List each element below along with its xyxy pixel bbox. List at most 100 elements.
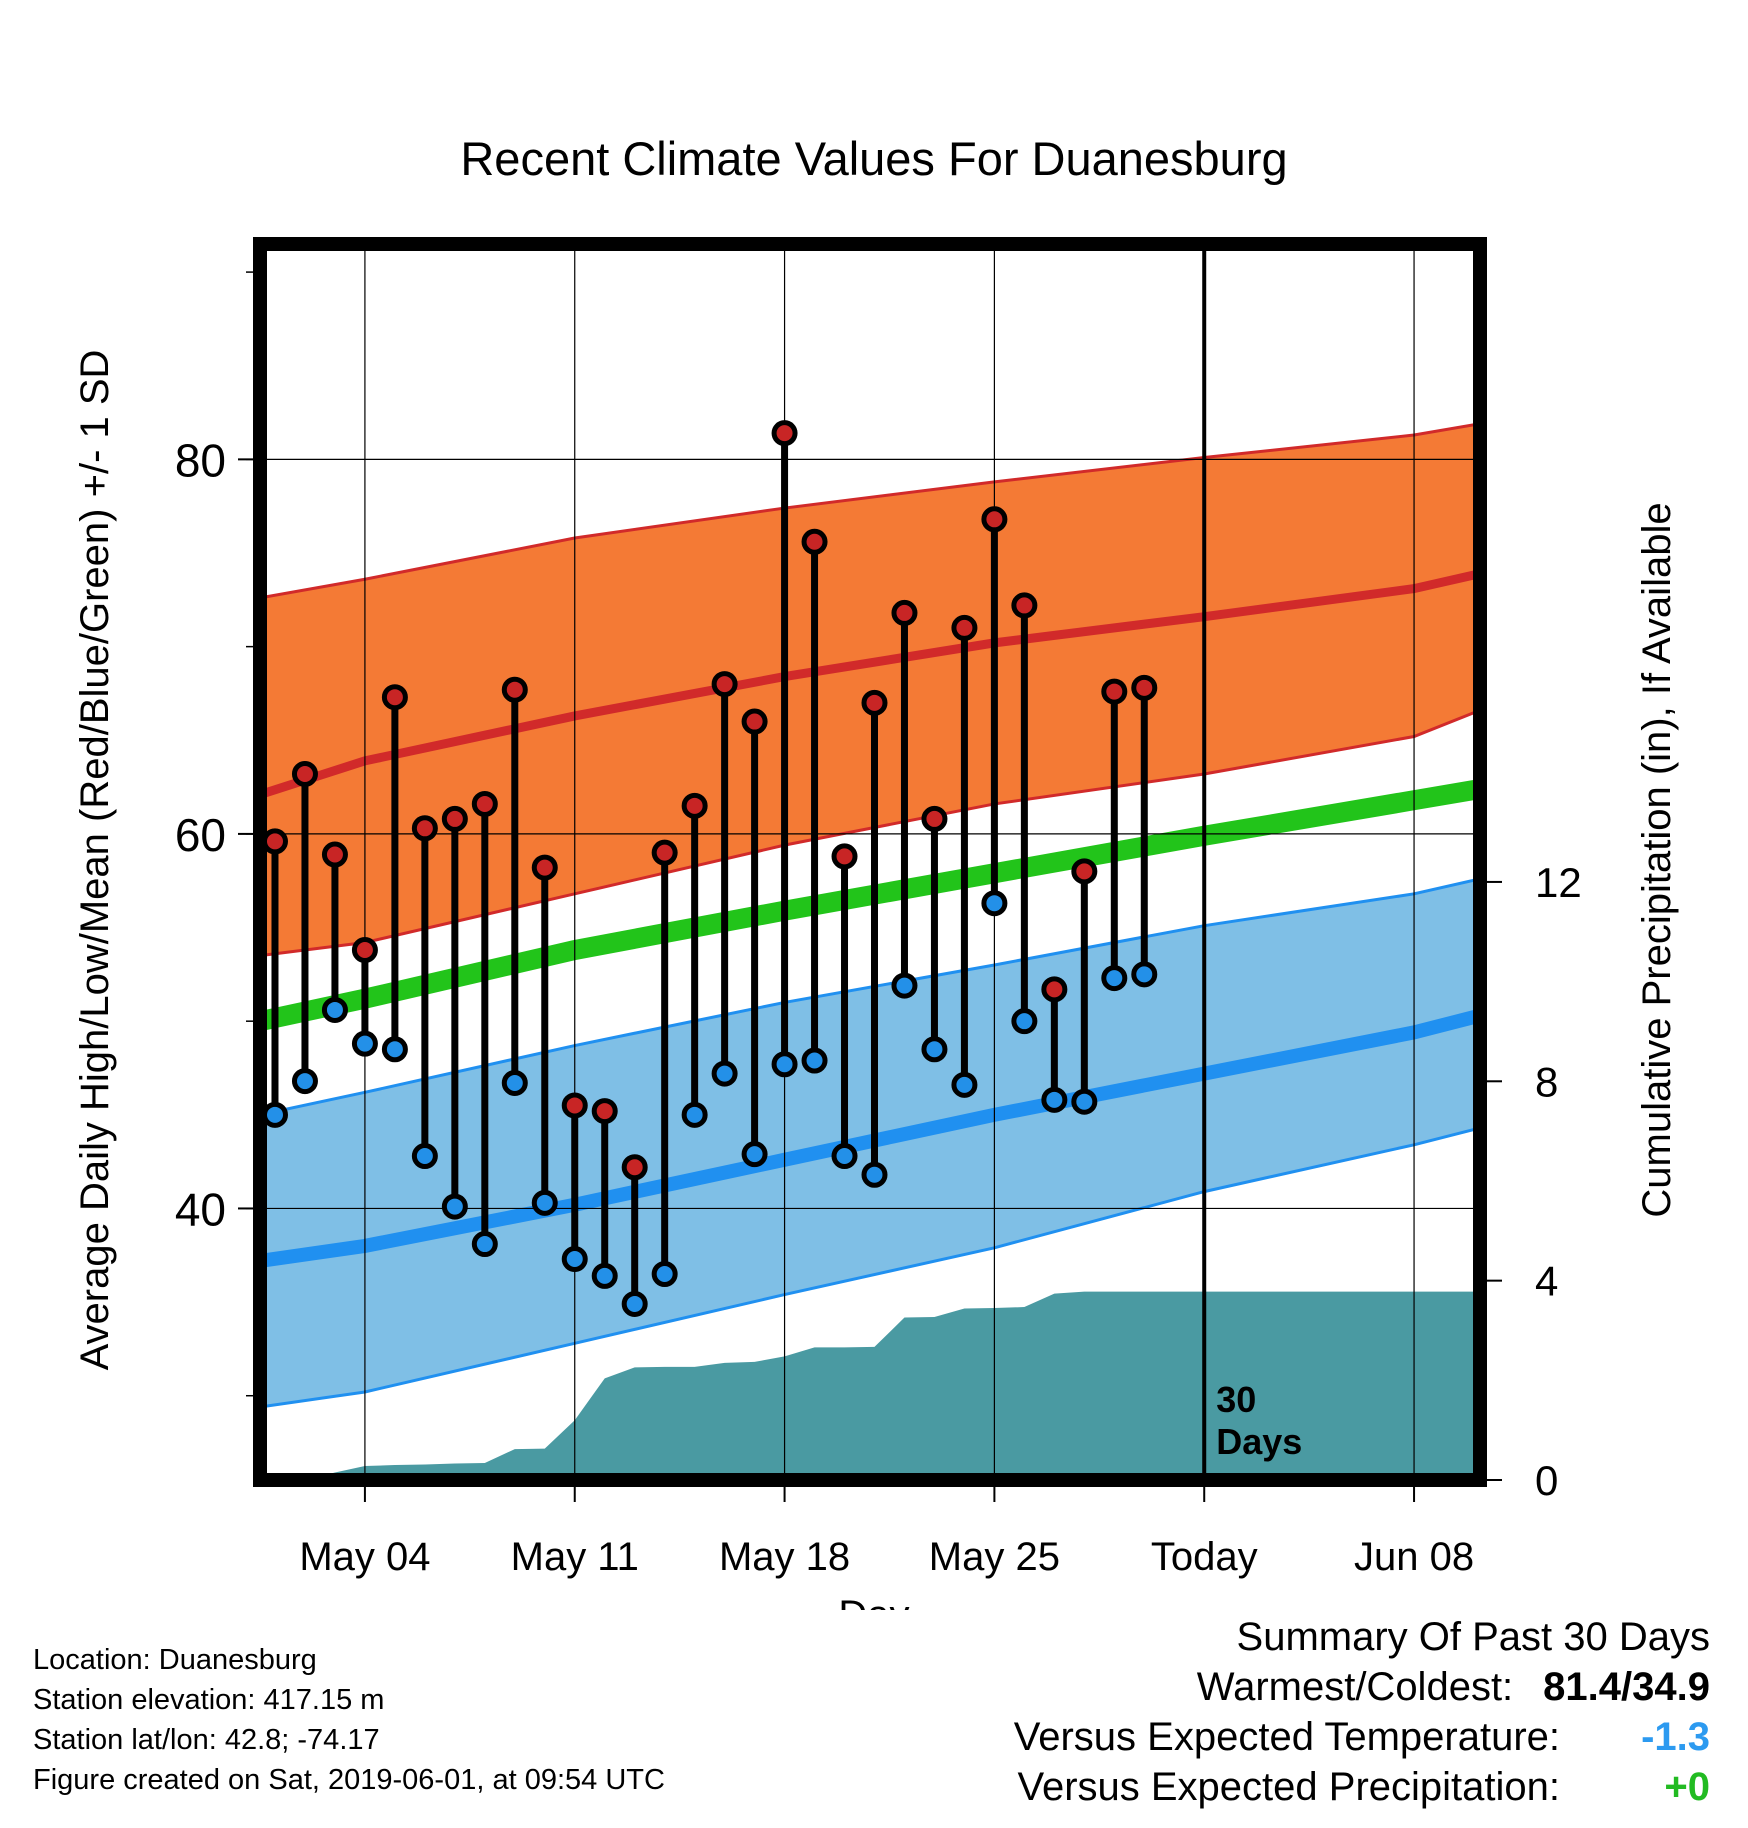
observed-high-point bbox=[471, 790, 498, 817]
y2-tick-label: 8 bbox=[1535, 1058, 1558, 1105]
observed-low-point bbox=[1011, 1008, 1038, 1035]
observed-high-point bbox=[441, 805, 468, 832]
summary-precip-row: Versus Expected Precipitation: +0 bbox=[1014, 1762, 1710, 1812]
observed-high-point bbox=[351, 937, 378, 964]
observed-high-point bbox=[591, 1098, 618, 1125]
observed-high-point bbox=[1071, 858, 1098, 885]
summary-heading: Summary Of Past 30 Days bbox=[1236, 1615, 1710, 1659]
observed-high-point bbox=[501, 676, 528, 703]
y2-tick-label: 4 bbox=[1535, 1258, 1558, 1305]
observed-low-point bbox=[471, 1231, 498, 1258]
observed-high-point bbox=[321, 841, 348, 868]
observed-low-point bbox=[561, 1246, 588, 1273]
high-normal-band bbox=[260, 423, 1480, 956]
observed-low-point bbox=[1041, 1086, 1068, 1113]
summary-warmest-row: Warmest/Coldest: 81.4/34.9 bbox=[1014, 1662, 1710, 1712]
observed-low-point bbox=[501, 1069, 528, 1096]
observed-low-point bbox=[621, 1290, 648, 1317]
observed-low-point bbox=[891, 972, 918, 999]
observed-high-point bbox=[951, 614, 978, 641]
observed-low-point bbox=[1101, 965, 1128, 992]
observed-low-point bbox=[831, 1143, 858, 1170]
y2-tick-label: 0 bbox=[1535, 1457, 1558, 1504]
observed-high-point bbox=[891, 599, 918, 626]
chart-title: Recent Climate Values For Duanesburg bbox=[460, 132, 1287, 185]
observed-low-point bbox=[1071, 1088, 1098, 1115]
observed-low-point bbox=[951, 1071, 978, 1098]
precip-label: Versus Expected Precipitation: bbox=[1017, 1765, 1560, 1809]
today-days-number: 30 bbox=[1216, 1379, 1256, 1420]
observed-high-point bbox=[1011, 592, 1038, 619]
low-lower-line bbox=[260, 1126, 1480, 1409]
observed-low-point bbox=[921, 1036, 948, 1063]
observed-high-point bbox=[621, 1154, 648, 1181]
observed-high-point bbox=[921, 805, 948, 832]
x-tick-label: May 11 bbox=[511, 1535, 639, 1579]
observed-low-point bbox=[411, 1143, 438, 1170]
high-upper-line bbox=[260, 422, 1480, 600]
avg-mean-line bbox=[260, 779, 1480, 1031]
observed-low-point bbox=[771, 1051, 798, 1078]
summary-panel: Summary Of Past 30 Days Warmest/Coldest:… bbox=[1014, 1612, 1710, 1812]
observed-high-point bbox=[291, 760, 318, 787]
precip-value: +0 bbox=[1664, 1765, 1710, 1809]
observed-low-point bbox=[651, 1261, 678, 1287]
x-tick-label: May 04 bbox=[299, 1535, 430, 1579]
y-tick-label: 40 bbox=[175, 1183, 226, 1235]
warmest-value: 81.4/34.9 bbox=[1543, 1665, 1710, 1709]
observed-low-point bbox=[861, 1161, 888, 1188]
observed-high-point bbox=[1041, 976, 1068, 1003]
station-latlon: Station lat/lon: 42.8; -74.17 bbox=[33, 1724, 380, 1756]
station-info: Location: Duanesburg Station elevation: … bbox=[33, 1640, 665, 1800]
temp-value: -1.3 bbox=[1641, 1715, 1710, 1759]
observed-high-point bbox=[681, 792, 708, 819]
observed-high-point bbox=[381, 684, 408, 711]
observed-low-point bbox=[741, 1141, 768, 1168]
station-location: Location: Duanesburg bbox=[33, 1644, 317, 1676]
observed-high-point bbox=[531, 854, 558, 881]
observed-low-point bbox=[681, 1101, 708, 1128]
y2-axis-label: Cumulative Precipitation (in), If Availa… bbox=[1635, 502, 1679, 1217]
observed-high-point bbox=[711, 671, 738, 698]
low-upper-line bbox=[260, 877, 1480, 1117]
observed-low-point bbox=[531, 1189, 558, 1216]
observed-low-point bbox=[801, 1047, 828, 1074]
observed-low-point bbox=[351, 1030, 378, 1057]
observed-low-point bbox=[981, 890, 1008, 917]
observed-low-point bbox=[321, 996, 348, 1023]
temp-label: Versus Expected Temperature: bbox=[1013, 1715, 1560, 1759]
observed-high-point bbox=[411, 815, 438, 842]
observed-high-point bbox=[831, 843, 858, 870]
x-tick-label: Jun 08 bbox=[1354, 1535, 1474, 1579]
observed-high-point bbox=[261, 828, 288, 855]
observed-high-point bbox=[1131, 674, 1158, 701]
observed-high-point bbox=[561, 1092, 588, 1119]
observed-low-point bbox=[591, 1262, 618, 1289]
station-elevation: Station elevation: 417.15 m bbox=[33, 1684, 385, 1716]
observed-high-point bbox=[651, 839, 678, 866]
y-axis-label: Average Daily High/Low/Mean (Red/Blue/Gr… bbox=[73, 350, 117, 1371]
figure-created: Figure created on Sat, 2019-06-01, at 09… bbox=[33, 1764, 665, 1796]
observed-high-point bbox=[771, 420, 798, 447]
observed-low-point bbox=[381, 1036, 408, 1063]
y2-tick-label: 12 bbox=[1535, 859, 1582, 906]
observed-high-point bbox=[981, 506, 1008, 533]
warmest-label: Warmest/Coldest: bbox=[1196, 1665, 1514, 1709]
observed-high-point bbox=[741, 708, 768, 735]
observed-high-point bbox=[1101, 678, 1128, 705]
observed-low-point bbox=[1131, 961, 1158, 988]
high-lower-line bbox=[260, 708, 1480, 958]
observed-low-point bbox=[441, 1193, 468, 1220]
observed-high-point bbox=[861, 689, 888, 716]
summary-temp-row: Versus Expected Temperature: -1.3 bbox=[1014, 1712, 1710, 1762]
high-mean-line bbox=[260, 569, 1480, 799]
precip-area bbox=[260, 1291, 1480, 1480]
climate-chart: Recent Climate Values For Duanesburg 30D… bbox=[73, 132, 1679, 1610]
observed-low-point bbox=[291, 1068, 318, 1095]
x-tick-label: May 25 bbox=[929, 1535, 1060, 1579]
axes: 40 60 80 0 4 8 12 May 04 May 11 May 18 May 25 Today… bbox=[175, 237, 1582, 1579]
observed-high-point bbox=[801, 528, 828, 555]
x-tick-label: Today bbox=[1151, 1535, 1258, 1579]
